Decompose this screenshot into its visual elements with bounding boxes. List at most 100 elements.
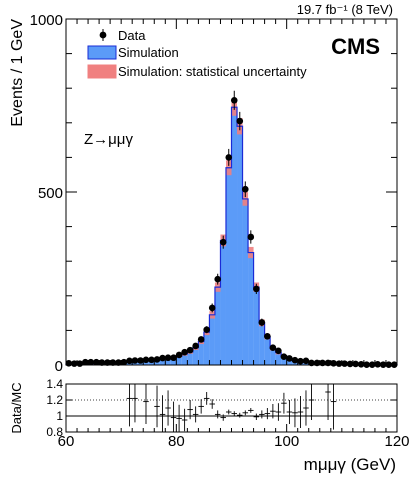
data-point	[186, 346, 194, 354]
legend: Data Simulation Simulation: statistical …	[87, 28, 307, 79]
data-point	[98, 359, 106, 366]
data-point	[352, 360, 359, 368]
data-point	[137, 357, 144, 364]
simulation-bar	[198, 341, 204, 365]
ratio-plot-area	[66, 383, 397, 432]
legend-label-uncertainty: Simulation: statistical uncertainty	[118, 64, 307, 79]
data-point	[203, 326, 210, 334]
legend-entry-simulation: Simulation	[87, 45, 179, 60]
simulation-bar	[214, 287, 221, 365]
legend-data-marker	[99, 31, 107, 39]
data-point	[175, 351, 183, 359]
simulation-bar	[259, 322, 265, 365]
simulation-bar	[225, 167, 232, 365]
data-point	[241, 185, 249, 193]
data-point	[258, 319, 266, 326]
y-tick-label: 1000	[30, 12, 63, 29]
x-tick-label: 100	[274, 433, 299, 450]
ratio-y-tick-label: 1	[56, 409, 63, 423]
data-point	[82, 358, 89, 366]
ratio-y-axis-label: Data/MC	[9, 382, 24, 433]
simulation-bar	[165, 358, 171, 365]
simulation-bar	[237, 126, 243, 365]
simulation-bar	[181, 353, 188, 365]
data-point	[280, 353, 288, 360]
data-point	[142, 356, 150, 364]
simulation-bar	[264, 336, 271, 365]
data-point	[153, 356, 161, 363]
lumi-label: 19.7 fb⁻¹ (8 TeV)	[297, 2, 393, 17]
data-point	[181, 348, 188, 356]
cms-label: CMS	[331, 34, 380, 59]
data-point	[236, 117, 244, 125]
simulation-bar	[248, 252, 254, 365]
data-point	[275, 347, 282, 355]
simulation-bar	[192, 347, 199, 365]
legend-label-simulation: Simulation	[118, 45, 179, 60]
simulation-bar	[253, 287, 260, 365]
ratio-panel: 60 80 100 120 0.8 1 1.2 1.4 Data/MC mμμγ (GeV)	[9, 377, 410, 474]
data-point	[230, 97, 238, 104]
x-tick-label: 80	[168, 433, 185, 450]
data-point	[264, 332, 271, 340]
data-point	[225, 154, 233, 161]
data-point	[357, 361, 365, 368]
data-point	[291, 356, 299, 364]
ratio-y-tick-label: 1.2	[46, 393, 63, 407]
main-axes: 0 500 1000	[30, 12, 398, 375]
simulation-bar	[286, 358, 293, 365]
data-point	[87, 358, 95, 366]
simulation-bar	[281, 356, 287, 365]
ratio-plot-frame	[65, 383, 398, 433]
legend-uncertainty-swatch	[87, 64, 117, 79]
simulation-bar	[231, 107, 238, 365]
data-point	[148, 356, 155, 364]
data-point	[170, 354, 177, 362]
simulation-bar	[176, 356, 182, 365]
main-panel: 0 500 1000 19.7 fb⁻¹ (8 TeV) CMS Z→μμγ Eve…	[9, 2, 398, 375]
data-point	[164, 354, 172, 362]
data-point	[109, 359, 117, 366]
simulation-bar	[187, 351, 193, 365]
ratio-y-tick-label: 1.4	[46, 377, 63, 391]
data-point	[93, 358, 100, 366]
y-tick-label: 500	[38, 185, 63, 202]
legend-entry-uncertainty: Simulation: statistical uncertainty	[87, 64, 307, 79]
legend-entry-data: Data	[99, 28, 146, 43]
data-point	[192, 342, 199, 350]
data-point	[286, 355, 293, 362]
data-point	[126, 357, 133, 365]
simulation-bar	[209, 314, 215, 365]
data-point	[219, 238, 227, 246]
simulation-bar	[270, 348, 276, 365]
simulation-bar	[242, 198, 249, 365]
data-point	[374, 361, 381, 368]
data-point	[302, 357, 310, 365]
data-point	[115, 359, 122, 366]
data-point	[214, 275, 222, 283]
simulation-bar	[220, 240, 226, 365]
x-tick-label: 60	[58, 433, 75, 450]
process-label: Z→μμγ	[84, 131, 133, 148]
main-y-axis-label: Events / 1 GeV	[9, 19, 26, 127]
simulation-bar	[159, 359, 166, 365]
main-plot-area	[65, 90, 398, 368]
ratio-y-tick-label: 0.8	[46, 425, 63, 439]
data-point	[247, 233, 255, 241]
legend-simulation-swatch	[87, 45, 117, 60]
x-tick-label: 120	[384, 433, 409, 450]
data-point	[346, 360, 354, 368]
simulation-bar	[203, 332, 210, 365]
data-point	[269, 344, 277, 352]
data-point	[197, 336, 205, 343]
ratio-axes: 60 80 100 120 0.8 1 1.2 1.4	[46, 377, 409, 450]
data-point	[253, 285, 260, 293]
simulation-bar	[275, 352, 282, 365]
y-tick-label: 0	[55, 358, 63, 375]
data-point	[208, 304, 216, 312]
data-point	[104, 359, 111, 366]
simulation-bar	[170, 357, 177, 365]
data-point	[297, 357, 304, 365]
data-point	[120, 358, 128, 366]
